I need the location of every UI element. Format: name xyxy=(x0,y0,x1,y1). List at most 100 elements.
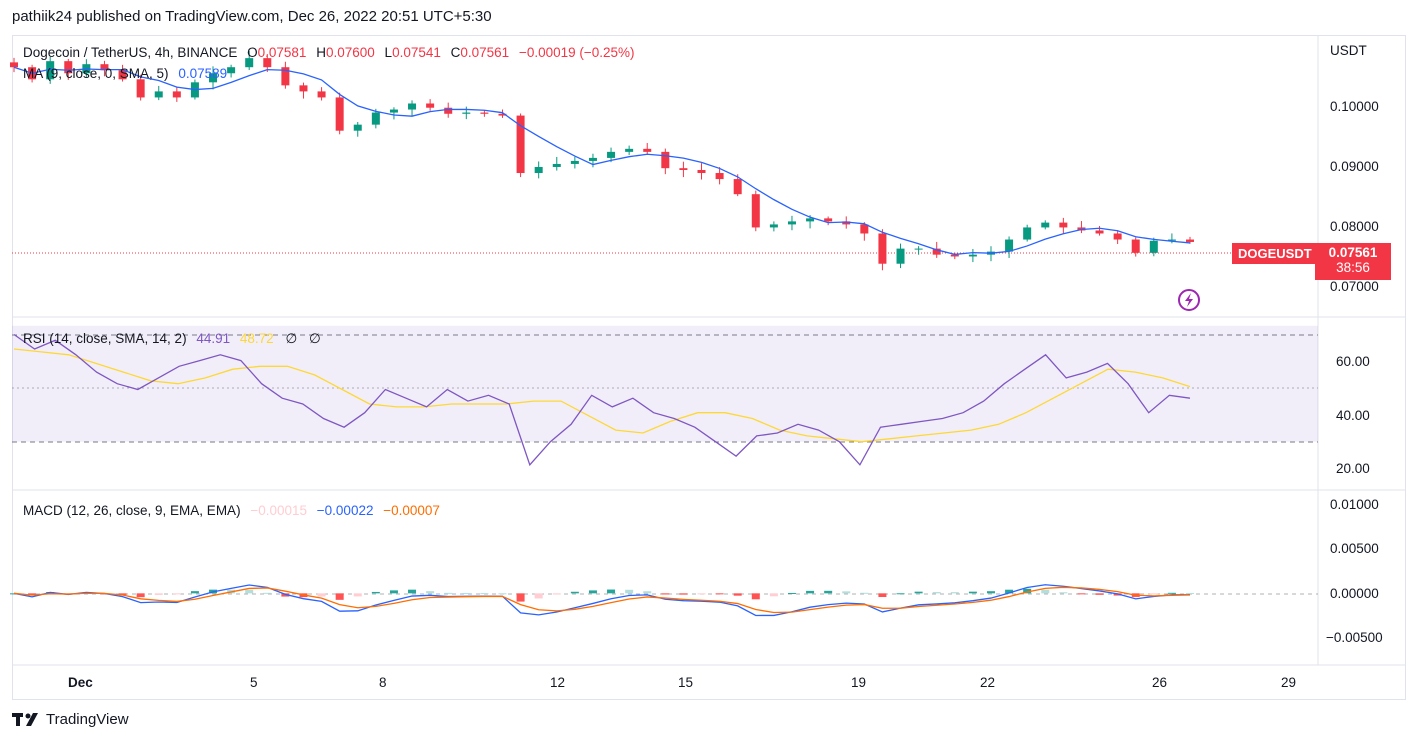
macd-hist-bar xyxy=(1005,589,1014,594)
rsi-legend[interactable]: RSI (14, close, SMA, 14, 2) 44.91 48.72 … xyxy=(23,331,321,347)
macd-tick: −0.00500 xyxy=(1326,630,1383,645)
candle-body xyxy=(245,58,254,68)
macd-hist-bar xyxy=(679,593,688,595)
macd-hist-bar xyxy=(444,592,453,594)
candle-body xyxy=(570,160,579,164)
macd-hist-value: −0.00015 xyxy=(250,503,308,518)
macd-hist-bar xyxy=(588,590,597,594)
macd-hist-bar xyxy=(860,592,869,594)
macd-hist-bar xyxy=(498,593,507,595)
macd-tick: 0.00500 xyxy=(1330,541,1379,556)
tradingview-logo[interactable]: TradingView xyxy=(12,711,129,728)
macd-hist-bar xyxy=(715,593,724,595)
candle-body xyxy=(100,64,109,71)
candle-body xyxy=(209,73,218,83)
macd-hist-bar xyxy=(950,592,959,594)
ma-value: 0.07589 xyxy=(178,66,228,81)
macd-hist-bar xyxy=(1041,589,1050,594)
price-tick: 0.08000 xyxy=(1330,219,1379,234)
date-tick: 19 xyxy=(851,675,866,690)
candle-body xyxy=(1113,233,1122,240)
price-tick: 0.07000 xyxy=(1330,279,1379,294)
macd-hist-bar xyxy=(607,589,616,594)
countdown-value: 38:56 xyxy=(1336,260,1370,275)
candle-body xyxy=(1041,222,1050,228)
candle-body xyxy=(154,91,163,98)
candle-body xyxy=(950,254,959,257)
high-label: H xyxy=(316,45,326,60)
symbol-badge: DOGEUSDT xyxy=(1232,243,1318,264)
candle-body xyxy=(697,170,706,174)
rsi-extra-2: ∅ xyxy=(308,331,321,346)
candle-body xyxy=(263,58,272,68)
candle-body xyxy=(480,112,489,114)
close-value: 0.07561 xyxy=(460,45,510,60)
price-tick: 0.10000 xyxy=(1330,99,1379,114)
candle-body xyxy=(1059,222,1068,228)
open-value: 0.07581 xyxy=(257,45,307,60)
rsi-line xyxy=(13,333,1191,467)
chart-frame[interactable] xyxy=(12,35,1406,700)
macd-value: −0.00022 xyxy=(316,503,374,518)
macd-hist-bar xyxy=(353,593,362,597)
price-badge-value: 0.07561 xyxy=(1328,245,1378,260)
macd-hist-bar xyxy=(552,593,561,595)
macd-hist-bar xyxy=(1023,588,1032,594)
candle-body xyxy=(733,179,742,195)
ma-line xyxy=(13,66,1191,256)
macd-hist-bar xyxy=(190,591,199,594)
macd-hist-bar xyxy=(371,591,380,594)
publisher-line: pathiik24 published on TradingView.com, … xyxy=(12,8,492,25)
candle-body xyxy=(588,157,597,161)
price-tick: 0.09000 xyxy=(1330,159,1379,174)
candle-body xyxy=(715,173,724,180)
rsi-ma-line xyxy=(13,348,1191,443)
candle-body xyxy=(842,221,851,225)
macd-hist-bar xyxy=(842,591,851,594)
macd-hist-bar xyxy=(733,593,742,596)
candle-body xyxy=(1095,230,1104,234)
candle-body xyxy=(914,248,923,250)
candle-body xyxy=(317,91,326,98)
date-tick: 15 xyxy=(678,675,693,690)
lightning-icon[interactable] xyxy=(1178,289,1200,311)
rsi-extra-1: ∅ xyxy=(285,331,298,346)
candle-body xyxy=(878,233,887,264)
rsi-ma-value: 48.72 xyxy=(239,331,274,346)
macd-hist-bar xyxy=(172,593,181,595)
candle-body xyxy=(643,148,652,152)
macd-legend[interactable]: MACD (12, 26, close, 9, EMA, EMA) −0.000… xyxy=(23,503,440,518)
macd-hist-bar xyxy=(625,589,634,594)
candle-body xyxy=(1186,239,1194,242)
candle-body xyxy=(118,70,127,80)
candle-body xyxy=(607,151,616,158)
low-value: 0.07541 xyxy=(392,45,441,60)
date-tick: 5 xyxy=(250,675,258,690)
macd-label: MACD (12, 26, close, 9, EMA, EMA) xyxy=(23,503,241,518)
date-tick: 8 xyxy=(379,675,387,690)
candle-body xyxy=(426,103,435,108)
macd-hist-bar xyxy=(389,590,398,594)
candle-body xyxy=(516,115,525,174)
candle-body xyxy=(824,218,833,222)
macd-hist-bar xyxy=(878,593,887,597)
macd-hist-bar xyxy=(697,593,706,595)
ma-legend[interactable]: MA (9, close, 0, SMA, 5) 0.07589 xyxy=(23,66,227,81)
macd-hist-bar xyxy=(28,593,37,596)
candle-body xyxy=(932,248,941,255)
high-value: 0.07600 xyxy=(325,45,375,60)
symbol-legend[interactable]: Dogecoin / TetherUS, 4h, BINANCE O0.0758… xyxy=(23,45,635,60)
candle-body xyxy=(787,221,796,225)
candle-body xyxy=(64,61,73,74)
macd-line xyxy=(13,584,1191,617)
macd-hist-bar xyxy=(245,589,254,594)
macd-hist-bar xyxy=(516,593,525,602)
open-label: O xyxy=(247,45,258,60)
date-tick: Dec xyxy=(68,675,93,690)
price-badge: 0.07561 38:56 xyxy=(1315,243,1391,280)
rsi-tick: 60.00 xyxy=(1336,354,1370,369)
candle-body xyxy=(896,248,905,264)
date-tick: 22 xyxy=(980,675,995,690)
macd-hist-bar xyxy=(806,590,815,594)
